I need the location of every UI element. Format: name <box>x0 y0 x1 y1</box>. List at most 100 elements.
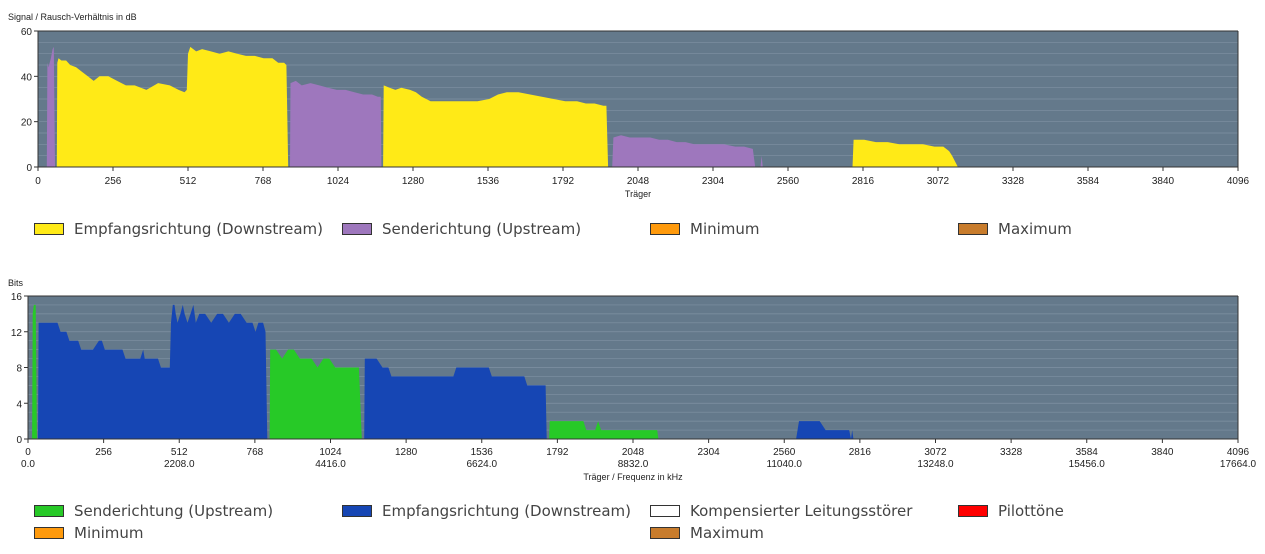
x-tick-label: 1280 <box>395 447 418 458</box>
x-tick-label: 3840 <box>1152 176 1175 187</box>
y-axis-title: Signal / Rausch-Verhältnis in dB <box>8 12 137 22</box>
x-tick-label: 2048 <box>622 447 645 458</box>
x-tick-label: 0 <box>35 176 41 187</box>
x-tick-label: 2560 <box>777 176 800 187</box>
x-tick-label: 3584 <box>1076 447 1099 458</box>
legend-swatch <box>342 505 372 517</box>
x-tick-label: 0 <box>25 447 31 458</box>
x-tick-label: 1280 <box>402 176 425 187</box>
legend-item-bits-maximum: Maximum <box>650 523 764 543</box>
legend-label: Empfangsrichtung (Downstream) <box>382 502 631 520</box>
x-tick-label: 1792 <box>552 176 575 187</box>
legend-swatch <box>650 505 680 517</box>
series-area <box>796 421 854 439</box>
y-tick-label: 0 <box>26 163 32 174</box>
x-tick-label: 4096 <box>1227 176 1250 187</box>
x-freq-tick-label: 15456.0 <box>1069 459 1106 470</box>
series-area <box>383 85 609 167</box>
legend-label: Pilottöne <box>998 502 1064 520</box>
legend-item-bits-downstream: Empfangsrichtung (Downstream) <box>342 501 631 521</box>
legend-item-snr-minimum: Minimum <box>650 219 760 239</box>
series-area <box>269 349 362 439</box>
series-area <box>290 80 382 167</box>
x-tick-label: 3072 <box>927 176 950 187</box>
bits-chart <box>24 295 1239 443</box>
y-axis-title: Bits <box>8 278 24 288</box>
x-tick-label: 3584 <box>1077 176 1100 187</box>
legend-item-pilot: Pilottöne <box>958 501 1064 521</box>
x-freq-tick-label: 0.0 <box>21 459 35 470</box>
x-freq-tick-label: 2208.0 <box>164 459 195 470</box>
y-tick-label: 12 <box>11 328 23 339</box>
x-tick-label: 256 <box>95 447 112 458</box>
x-axis-title: Träger <box>625 189 651 199</box>
legend-item-snr-downstream: Empfangsrichtung (Downstream) <box>34 219 323 239</box>
x-tick-label: 768 <box>255 176 272 187</box>
x-tick-label: 1792 <box>546 447 569 458</box>
snr-chart <box>34 30 1239 171</box>
x-tick-label: 768 <box>247 447 264 458</box>
legend-label: Senderichtung (Upstream) <box>74 502 274 520</box>
legend-item-snr-upstream: Senderichtung (Upstream) <box>342 219 581 239</box>
x-freq-tick-label: 11040.0 <box>767 459 803 470</box>
series-area <box>760 155 763 167</box>
x-freq-tick-label: 4416.0 <box>315 459 346 470</box>
legend-label: Minimum <box>690 220 760 238</box>
legend-swatch <box>650 223 680 235</box>
y-tick-label: 8 <box>16 364 22 375</box>
y-tick-label: 16 <box>11 292 23 303</box>
legend-item-bits-minimum: Minimum <box>34 523 144 543</box>
legend-swatch <box>650 527 680 539</box>
y-tick-label: 60 <box>21 27 33 38</box>
x-tick-label: 2816 <box>849 447 872 458</box>
x-tick-label: 256 <box>105 176 122 187</box>
legend-swatch <box>34 505 64 517</box>
legend-label: Minimum <box>74 524 144 542</box>
legend-swatch <box>34 527 64 539</box>
legend-label: Empfangsrichtung (Downstream) <box>74 220 323 238</box>
x-tick-label: 1024 <box>327 176 350 187</box>
x-tick-label: 512 <box>171 447 188 458</box>
x-tick-label: 2304 <box>702 176 725 187</box>
x-freq-tick-label: 6624.0 <box>466 459 497 470</box>
x-tick-label: 2048 <box>627 176 650 187</box>
series-area <box>364 358 547 439</box>
legend-swatch <box>958 505 988 517</box>
y-tick-label: 20 <box>21 118 33 129</box>
series-area <box>46 46 55 167</box>
x-tick-label: 1536 <box>471 447 494 458</box>
x-tick-label: 4096 <box>1227 447 1250 458</box>
legend-label: Maximum <box>690 524 764 542</box>
y-tick-label: 0 <box>16 435 22 446</box>
x-tick-label: 2560 <box>773 447 796 458</box>
series-area <box>32 304 37 439</box>
x-tick-label: 3328 <box>1000 447 1023 458</box>
x-freq-tick-label: 17664.0 <box>1220 459 1257 470</box>
legend-item-bits-upstream: Senderichtung (Upstream) <box>34 501 273 521</box>
x-tick-label: 2816 <box>852 176 875 187</box>
x-tick-label: 1536 <box>477 176 500 187</box>
legend-swatch <box>958 223 988 235</box>
legend-label: Kompensierter Leitungsstörer <box>690 502 913 520</box>
x-tick-label: 3328 <box>1002 176 1025 187</box>
x-axis-title: Träger / Frequenz in kHz <box>583 472 683 482</box>
legend-label: Maximum <box>998 220 1072 238</box>
legend-item-snr-maximum: Maximum <box>958 219 1072 239</box>
legend-label: Senderichtung (Upstream) <box>382 220 582 238</box>
y-tick-label: 4 <box>16 399 22 410</box>
x-freq-tick-label: 8832.0 <box>618 459 649 470</box>
y-tick-label: 40 <box>21 72 33 83</box>
series-area <box>549 421 659 439</box>
x-tick-label: 3072 <box>924 447 947 458</box>
legend-swatch <box>342 223 372 235</box>
x-tick-label: 3840 <box>1151 447 1174 458</box>
series-area <box>612 135 756 167</box>
x-tick-label: 2304 <box>698 447 721 458</box>
legend-swatch <box>34 223 64 235</box>
x-tick-label: 1024 <box>319 447 342 458</box>
series-area <box>56 46 289 167</box>
x-tick-label: 512 <box>180 176 197 187</box>
legend-item-kompensiert: Kompensierter Leitungsstörer <box>650 501 912 521</box>
x-freq-tick-label: 13248.0 <box>917 459 954 470</box>
